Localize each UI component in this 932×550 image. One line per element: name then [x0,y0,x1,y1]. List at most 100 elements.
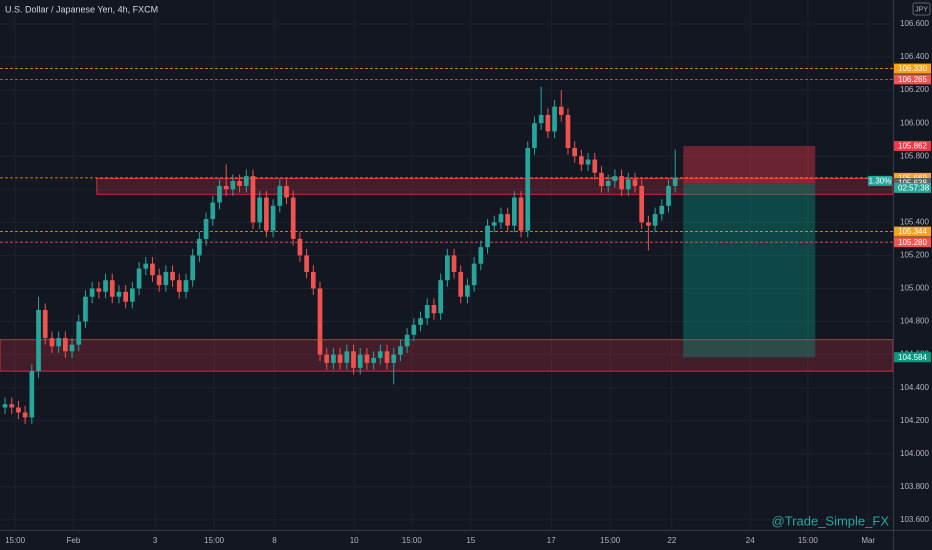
x-tick-label: 15 [466,536,475,545]
x-tick-label: 15:00 [204,536,225,545]
price-badge-label: 105.669 [898,173,927,182]
candle-body [2,404,8,408]
candle-body [130,288,135,302]
candle-body [659,205,665,215]
candle-body [438,280,443,314]
candle-body [223,185,229,190]
x-tick-label: 22 [667,536,676,545]
x-tick-label: 24 [746,536,755,545]
candle-body [324,354,330,363]
candle-body [498,214,504,223]
candle-body [351,351,356,368]
candle-body [210,202,216,220]
target-zone [683,183,816,358]
candle-body [69,344,75,352]
candle-body [190,255,196,281]
candle-body [310,271,316,289]
candle-body [371,357,376,363]
candle-body [404,334,410,347]
x-tick-label: 3 [153,536,158,545]
grid [0,0,893,530]
candle-body [458,271,464,297]
candle-body [143,263,149,269]
stop-zone [683,145,816,184]
y-tick-label: 106.600 [900,19,929,28]
price-badge [894,74,931,85]
candle-body [505,214,510,226]
candle-body [16,407,21,413]
candle-body [545,114,551,132]
zone [0,339,894,372]
change-badge [868,175,892,186]
candle-body [572,147,578,157]
candle-body [109,280,115,297]
candle-body [42,309,48,339]
y-tick-label: 105.200 [900,251,929,260]
candle-body [123,291,129,302]
candle-body [304,255,309,272]
candle-body [270,205,276,231]
axes: 103.600103.800104.000104.200104.400104.6… [5,19,931,545]
candle-body [538,114,544,124]
candle-body [599,172,604,186]
price-badge-label: 105.862 [898,142,927,151]
y-tick-label: 106.400 [900,52,929,61]
candle-body [411,324,417,335]
candle-body [36,309,41,372]
candle-body [83,296,88,322]
countdown: 02:57:38 [898,183,930,192]
x-tick-label: 15:00 [402,536,423,545]
y-tick-label: 105.800 [900,151,929,160]
candle-body [605,181,611,186]
y-tick-label: 105.000 [900,284,929,293]
x-tick-label: 8 [272,536,277,545]
candle-body [646,222,651,226]
candle-body [512,197,517,226]
candle-body [230,181,236,190]
x-tick-label: 15:00 [798,536,819,545]
candle-body [364,354,370,363]
candle-body [257,197,263,223]
candle-body [465,285,470,297]
candle-body [183,280,189,292]
candle-body [532,123,537,148]
candle-body [565,114,571,148]
candle-body [9,404,15,408]
candle-body [625,179,631,190]
change-label: 1.30% [869,176,892,185]
candle-body [22,412,28,418]
price-badge-label: 105.280 [898,238,927,247]
candle-body [56,338,61,347]
candle-body [331,354,336,363]
candle-body [337,354,343,363]
candle-body [297,238,303,256]
price-badge-label: 105.344 [898,227,927,236]
candle-body [264,197,269,231]
candle-body [29,371,35,418]
candle-body [344,351,350,363]
candle-body [525,147,531,231]
y-tick-label: 103.600 [900,515,929,524]
candle-body [451,255,457,272]
candle-body [197,238,202,256]
price-badge-label: 106.330 [898,64,927,73]
candle-body [672,177,678,186]
candle-body [639,185,645,223]
candle-body [632,179,638,186]
plot [0,68,894,425]
candle-body [156,275,162,286]
price-badge-label: 106.265 [898,75,927,84]
candle-body [652,214,658,226]
candle-body [290,197,296,239]
candle-body [136,268,142,289]
candle-body [163,271,169,286]
candle-body [176,280,182,292]
y-tick-label: 104.200 [900,416,929,425]
candle-body [471,263,477,286]
candle-body [89,288,95,297]
y-tick-label: 103.800 [900,482,929,491]
y-tick-label: 106.000 [900,118,929,127]
candle-body [398,346,403,355]
countdown-badge [894,182,931,193]
y-tick-label: 104.400 [900,383,929,392]
